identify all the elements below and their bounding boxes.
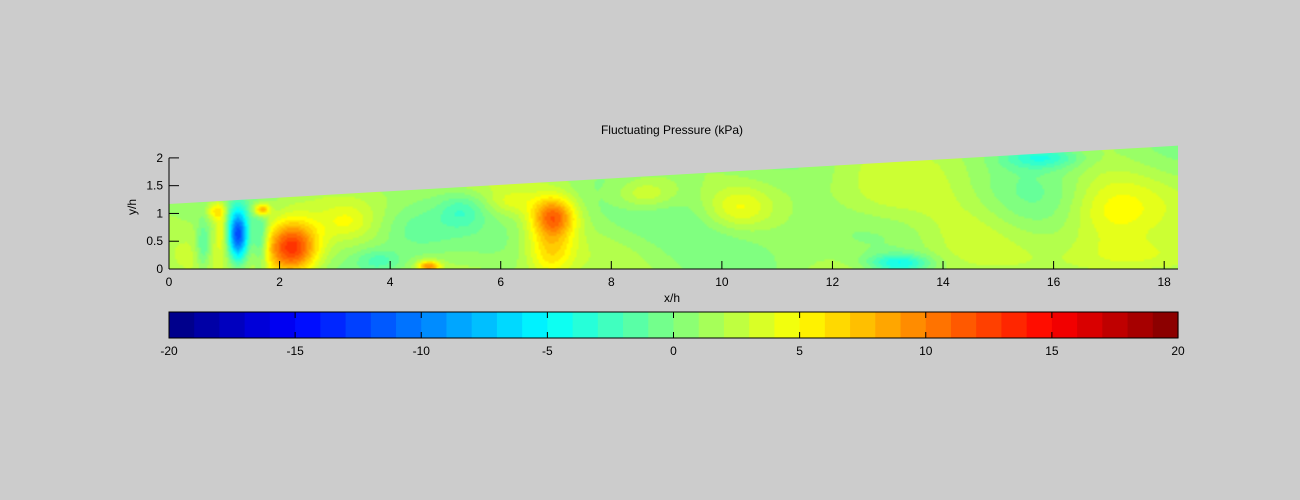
y-tick-label: 0 [156, 262, 163, 276]
colorbar-segment [950, 312, 977, 338]
x-tick-label: 8 [608, 275, 615, 289]
pressure-field-image [169, 145, 1178, 269]
y-axis: 0 0.5 1 1.5 2 [146, 151, 179, 276]
colorbar-segment [244, 312, 271, 338]
x-tick-label: 6 [497, 275, 504, 289]
colorbar-tick-label: -20 [160, 344, 178, 358]
colorbar-segment [1077, 312, 1103, 338]
colorbar-segment [900, 312, 927, 338]
colorbar-segment [623, 312, 649, 338]
colorbar-tick-label: 0 [670, 344, 677, 358]
colorbar-segment [471, 312, 498, 338]
x-axis: 0 2 4 6 8 10 12 14 16 18 [166, 261, 1178, 289]
colorbar-segment [1001, 312, 1028, 338]
colorbar-segment [1127, 312, 1154, 338]
x-tick-label: 10 [715, 275, 729, 289]
colorbar-tick-label: 5 [796, 344, 803, 358]
colorbar-segment [673, 312, 700, 338]
colorbar-segment [547, 312, 574, 338]
y-tick-label: 2 [156, 151, 163, 165]
colorbar-tick-label: 15 [1045, 344, 1059, 358]
colorbar-segment [723, 312, 750, 338]
colorbar-segment [295, 312, 321, 338]
colorbar-segment [799, 312, 826, 338]
colorbar-segment [875, 312, 902, 338]
colorbar-tick-label: -15 [286, 344, 304, 358]
colorbar-segment [774, 312, 801, 338]
colorbar-segment [597, 312, 624, 338]
x-tick-label: 4 [387, 275, 394, 289]
colorbar-segment [421, 312, 448, 338]
y-axis-label: y/h [125, 199, 139, 215]
x-tick-label: 18 [1157, 275, 1171, 289]
colorbar-segment [496, 312, 523, 338]
colorbar-tick-label: -5 [542, 344, 553, 358]
x-tick-label: 0 [166, 275, 173, 289]
colorbar-segment [219, 312, 246, 338]
colorbar-segment [345, 312, 372, 338]
colorbar-segment [698, 312, 725, 338]
colorbar-segment [976, 312, 1003, 338]
colorbar-segment [1152, 312, 1179, 338]
colorbar-segment [850, 312, 876, 338]
colorbar-segment [269, 312, 296, 338]
colorbar-segment [925, 312, 952, 338]
colorbar-segment [169, 312, 195, 338]
colorbar-segment [749, 312, 775, 338]
colorbar-tick-label: 10 [919, 344, 933, 358]
colorbar: -20 -15 -10 -5 0 5 10 15 20 [160, 311, 1185, 358]
colorbar-segment [648, 312, 675, 338]
y-tick-label: 1 [156, 206, 163, 220]
y-tick-label: 0.5 [146, 234, 163, 248]
colorbar-segment [194, 312, 221, 338]
x-axis-label: x/h [664, 291, 680, 305]
chart-title: Fluctuating Pressure (kPa) [601, 123, 743, 137]
colorbar-segment [1102, 312, 1129, 338]
colorbar-segment [1051, 312, 1078, 338]
colorbar-segment [446, 312, 473, 338]
colorbar-segment [370, 312, 397, 338]
x-tick-label: 14 [936, 275, 950, 289]
x-tick-label: 2 [276, 275, 283, 289]
x-tick-label: 12 [826, 275, 840, 289]
colorbar-segment [396, 312, 422, 338]
colorbar-segment [320, 312, 347, 338]
contour-field [169, 145, 1178, 269]
x-tick-label: 16 [1047, 275, 1061, 289]
colorbar-segment [1026, 312, 1053, 338]
colorbar-segment [522, 312, 548, 338]
colorbar-segment [572, 312, 599, 338]
y-tick-label: 1.5 [146, 179, 163, 193]
colorbar-tick-label: -10 [413, 344, 431, 358]
colorbar-segment [824, 312, 851, 338]
colorbar-tick-label: 20 [1171, 344, 1185, 358]
